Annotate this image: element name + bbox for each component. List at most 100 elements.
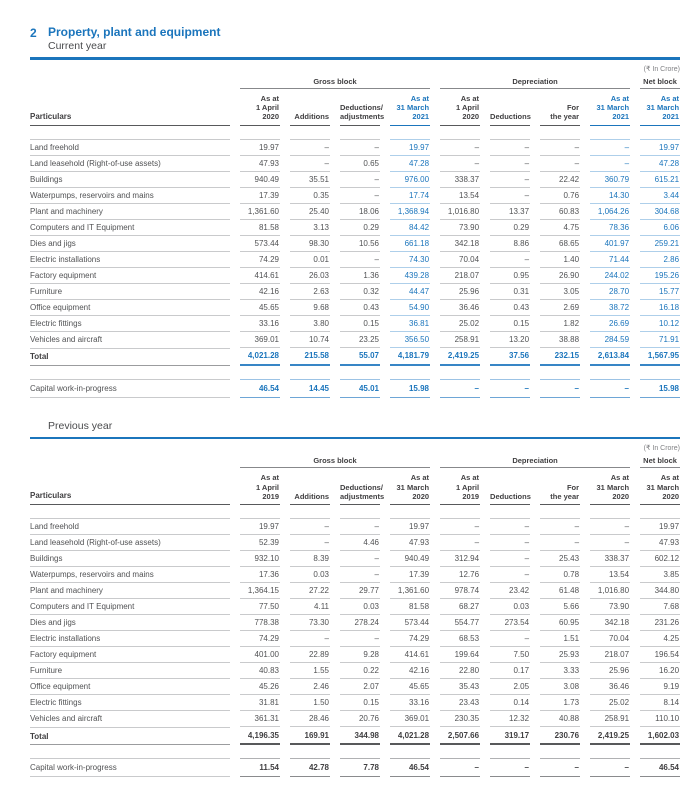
value-cell: 27.22 <box>280 582 330 598</box>
section-header: 2 Property, plant and equipment Current … <box>30 26 680 53</box>
value-cell: 259.21 <box>630 234 681 251</box>
value: – <box>540 378 580 398</box>
value: 2,613.84 <box>590 346 631 366</box>
value-cell: 0.32 <box>330 282 380 299</box>
value: – <box>490 186 531 203</box>
value: 284.59 <box>590 330 631 347</box>
value: – <box>340 518 380 534</box>
row-label-cell: Plant and machinery <box>30 582 230 598</box>
row-label: Land freehold <box>30 138 230 155</box>
column-header-label: Deductions/ adjustments <box>340 478 384 506</box>
row-label: Electric installations <box>30 630 230 646</box>
value: 42.16 <box>390 662 431 678</box>
column-header: As at 31 March 2021 <box>630 89 681 126</box>
value: 25.96 <box>590 662 631 678</box>
value-cell: 35.43 <box>430 678 481 694</box>
value: 218.07 <box>440 266 481 283</box>
value-cell: 71.44 <box>580 250 631 267</box>
value-cell: 42.16 <box>380 662 431 678</box>
column-header-label: As at 1 April 2019 <box>440 468 481 506</box>
column-header-row: Particulars As at 1 April 2020 Additions De… <box>30 89 681 126</box>
value-cell: 0.29 <box>330 218 380 235</box>
row-label-cell: Electric fittings <box>30 314 230 331</box>
value: – <box>340 566 380 582</box>
value-cell: – <box>480 186 531 203</box>
row-label-cell: Buildings <box>30 550 230 566</box>
value-cell: 10.74 <box>280 330 330 347</box>
value-cell: – <box>330 250 380 267</box>
value: 195.26 <box>640 266 681 283</box>
value-cell: 9.19 <box>630 678 681 694</box>
value-cell: – <box>430 154 481 171</box>
value: 401.97 <box>590 234 631 251</box>
value: 602.12 <box>640 550 681 566</box>
value-cell: 36.46 <box>430 298 481 315</box>
value-cell: 81.58 <box>230 218 280 235</box>
value: 3.13 <box>290 218 330 235</box>
value-cell: 47.28 <box>380 154 431 171</box>
row-label: Plant and machinery <box>30 202 230 219</box>
column-header: As at 1 April 2020 <box>430 89 481 126</box>
value: 978.74 <box>440 582 481 598</box>
row-label: Land leasehold (Right-of-use assets) <box>30 534 230 550</box>
value-cell: 338.37 <box>580 550 631 566</box>
value: 9.28 <box>340 646 380 662</box>
value-cell: – <box>280 630 330 646</box>
value-cell: 4,021.28 <box>380 726 431 746</box>
value: – <box>290 534 330 550</box>
value: 0.03 <box>490 598 531 614</box>
asset-row: Factory equipment 414.61 26.03 1.36 439.28 21… <box>30 266 681 283</box>
value: 360.79 <box>590 170 631 187</box>
row-label-cell: Computers and IT Equipment <box>30 218 230 235</box>
value: 36.81 <box>390 314 431 331</box>
row-label: Total <box>30 727 230 746</box>
value: 14.45 <box>290 378 330 398</box>
value-cell: 0.01 <box>280 250 330 267</box>
value: 2,419.25 <box>440 346 481 366</box>
value-cell: 1,016.80 <box>430 202 481 219</box>
value-cell: 1.73 <box>530 694 581 710</box>
value: 55.07 <box>340 346 380 366</box>
value: 2,507.66 <box>440 726 481 746</box>
value: 29.77 <box>340 582 380 598</box>
value-cell: 3.44 <box>630 186 681 203</box>
value: 554.77 <box>440 614 481 630</box>
asset-row: Electric installations 74.29– –74.29 68.53–… <box>30 630 681 646</box>
value-cell: 26.69 <box>580 314 631 331</box>
value: 46.54 <box>640 758 680 778</box>
value: 33.16 <box>390 694 431 710</box>
column-header-label: For the year <box>540 98 581 126</box>
value-cell: 71.91 <box>630 330 681 347</box>
row-label: Capital work-in-progress <box>30 378 230 398</box>
value-cell: – <box>330 550 380 566</box>
value-cell: 9.68 <box>280 298 330 315</box>
column-header: As at 1 April 2019 <box>430 468 481 506</box>
asset-row: Computers and IT Equipment 77.50 4.11 0.03 8… <box>30 598 681 614</box>
value: 4,181.79 <box>390 346 431 366</box>
value: – <box>540 138 581 155</box>
value: 16.20 <box>640 662 681 678</box>
value-cell: 47.93 <box>380 534 431 550</box>
value-cell: 231.26 <box>630 614 681 630</box>
value-cell: 18.06 <box>330 202 380 219</box>
column-header: Deductions/ adjustments <box>330 89 384 126</box>
value-cell: 1.40 <box>530 250 581 267</box>
value: – <box>490 138 531 155</box>
value-cell: 232.15 <box>530 346 581 366</box>
value: 439.28 <box>390 266 431 283</box>
value-cell: 19.97 <box>380 138 431 155</box>
value: – <box>590 758 630 778</box>
value: 19.97 <box>640 138 681 155</box>
row-label: Furniture <box>30 282 230 299</box>
value-cell: 2.69 <box>530 298 581 315</box>
value-cell: 13.54 <box>580 566 631 582</box>
value: 258.91 <box>440 330 481 347</box>
row-label-cell: Electric installations <box>30 250 230 267</box>
value: 0.65 <box>340 154 380 171</box>
value-cell: – <box>580 518 631 534</box>
value-cell: 38.88 <box>530 330 581 347</box>
value-cell: 3.85 <box>630 566 681 582</box>
value: 1,361.60 <box>240 202 280 219</box>
value: 3.85 <box>640 566 681 582</box>
value: 0.15 <box>340 314 380 331</box>
